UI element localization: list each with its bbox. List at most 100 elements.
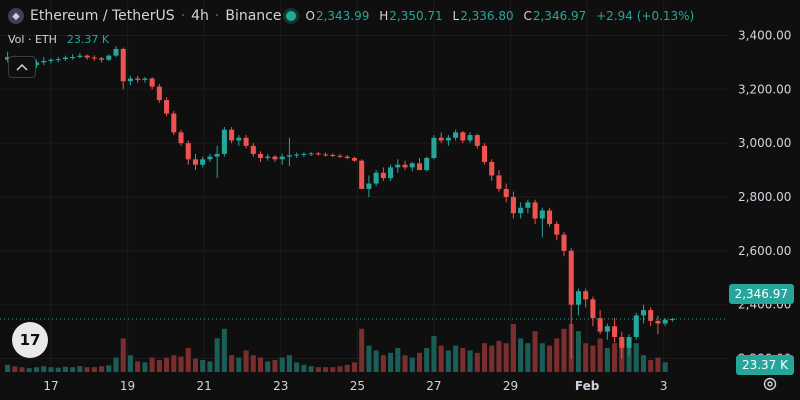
volume-label: Vol · ETH <box>8 33 57 46</box>
volume-bar <box>409 357 415 372</box>
candle-body <box>416 163 423 171</box>
chevron-up-icon <box>16 63 28 71</box>
candle-body <box>648 310 654 321</box>
volume-bar <box>539 343 545 372</box>
volume-bar <box>294 362 300 372</box>
volume-bar <box>351 362 357 372</box>
candle-body <box>70 57 76 58</box>
price-tick-label: 3,400.00 <box>738 28 791 42</box>
volume-bar <box>178 356 184 372</box>
volume-bar <box>503 343 509 372</box>
volume-bar <box>597 338 603 372</box>
candle-body <box>518 207 524 214</box>
volume-bar <box>640 355 647 372</box>
candle-body <box>185 143 191 160</box>
volume-bar <box>323 367 329 372</box>
candle-body <box>106 55 112 60</box>
candle-body <box>286 155 292 157</box>
volume-bar <box>395 348 401 372</box>
candle-body <box>301 153 307 155</box>
tradingview-logo[interactable]: 17 <box>12 322 48 358</box>
price-tick-label: 3,000.00 <box>738 136 791 150</box>
volume-bar <box>77 366 83 372</box>
volume-bar <box>583 343 589 372</box>
volume-bar <box>62 366 68 372</box>
candle-body <box>612 326 618 337</box>
volume-bar <box>424 348 430 372</box>
volume-bar <box>626 345 632 372</box>
symbol-name[interactable]: Ethereum / TetherUS <box>30 8 175 24</box>
time-axis[interactable]: 17 19 21 23 25 27 29 Feb 3 <box>43 379 667 393</box>
candle-body <box>113 48 119 56</box>
time-tick-label: 21 <box>197 379 212 393</box>
volume-bar <box>662 362 668 372</box>
ohlc-values: O2,343.99 H2,350.71 L2,336.80 C2,346.97 … <box>306 9 701 23</box>
candle-body <box>409 163 415 168</box>
volume-bar <box>127 355 133 372</box>
candle-body <box>178 132 184 144</box>
candle-body <box>149 78 155 87</box>
candle-body <box>84 55 90 58</box>
candle-body <box>575 291 581 305</box>
volume-bar <box>489 345 495 372</box>
candle-body <box>77 55 83 57</box>
volume-bar <box>214 338 220 372</box>
volume-bar <box>388 352 394 372</box>
settings-gear-icon[interactable] <box>762 376 778 392</box>
candle-body <box>229 129 235 141</box>
volume-bar <box>315 367 321 372</box>
candle-body <box>388 167 394 179</box>
candle-body <box>402 164 408 168</box>
volume-bar <box>460 348 466 372</box>
volume-bar <box>380 355 386 372</box>
volume-bar <box>5 364 11 372</box>
volume-bar <box>359 328 365 372</box>
candle-body <box>547 210 553 224</box>
price-tick-label: 2,600.00 <box>738 244 791 258</box>
volume-bar <box>55 367 61 372</box>
candle-body <box>323 154 329 156</box>
volume-bar <box>547 345 553 372</box>
volume-bar <box>301 364 307 372</box>
volume-bar <box>106 365 112 372</box>
volume-bar <box>467 350 473 372</box>
volume-legend[interactable]: Vol · ETH 23.37 K <box>8 33 109 46</box>
candle-body <box>445 137 451 141</box>
volume-bar <box>279 357 285 372</box>
close-value: 2,346.97 <box>532 9 587 23</box>
volume-bar <box>99 366 105 372</box>
candlestick-series <box>5 46 675 359</box>
candle-body <box>135 78 141 80</box>
candle-body <box>250 145 256 154</box>
candle-body <box>366 183 372 189</box>
market-status-indicator[interactable] <box>285 11 296 21</box>
candle-body <box>568 250 574 305</box>
volume-bar <box>431 336 437 372</box>
candle-body <box>265 156 271 158</box>
volume-value: 23.37 K <box>66 33 110 46</box>
candle-body <box>424 157 430 171</box>
price-axis[interactable]: 3,400.00 3,200.00 3,000.00 2,800.00 2,600.00… <box>738 28 791 365</box>
candle-body <box>583 291 589 300</box>
volume-bar <box>113 357 119 372</box>
volume-bar <box>633 343 639 372</box>
candle-body <box>214 153 220 157</box>
exchange-label[interactable]: Binance <box>225 8 282 24</box>
candle-body <box>604 326 610 332</box>
volume-bar <box>604 348 610 372</box>
candle-body <box>207 156 213 160</box>
volume-bar <box>402 355 408 372</box>
separator: · <box>214 8 220 24</box>
change-value: +2.94 (+0.13%) <box>596 9 695 23</box>
volume-bar <box>554 338 560 372</box>
candle-body <box>431 137 437 158</box>
volume-bar <box>192 358 199 372</box>
interval-label[interactable]: 4h <box>191 8 209 24</box>
candle-body <box>156 86 162 101</box>
candle-body <box>55 59 61 61</box>
candle-body <box>164 100 170 114</box>
collapse-legend-button[interactable] <box>8 56 36 78</box>
candle-body <box>359 160 365 189</box>
volume-bar <box>416 352 423 372</box>
